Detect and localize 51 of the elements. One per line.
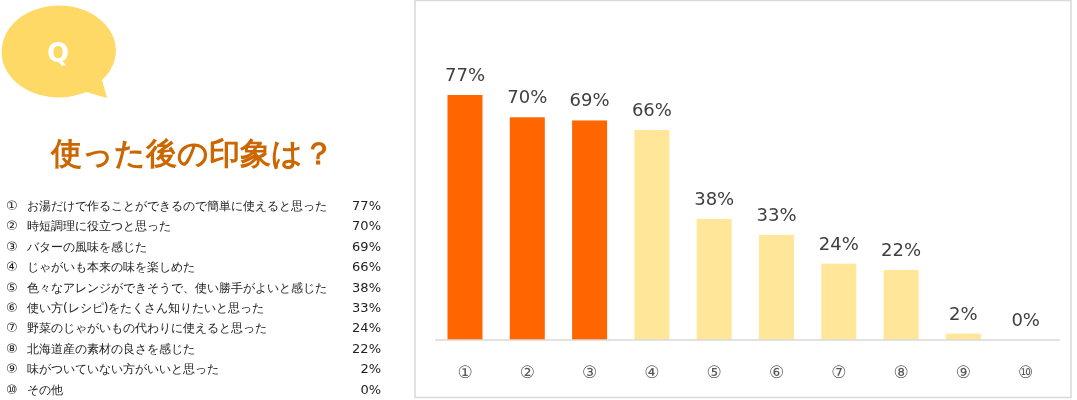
x-tick-label: ⑦ — [831, 362, 847, 382]
text: 使った後の印象は？ — [49, 135, 334, 171]
data-label: 24% — [818, 232, 859, 254]
data-label: 69% — [569, 89, 610, 111]
category-label: ⑤ — [6, 279, 18, 295]
data-label: 0% — [1011, 309, 1040, 330]
x-tick-label: ② — [519, 362, 535, 382]
text: 70% — [352, 218, 381, 234]
category-label: ④ — [6, 259, 18, 275]
text: 69% — [352, 238, 381, 254]
data-label: 77% — [444, 64, 486, 85]
text: 33% — [352, 300, 381, 315]
category-label: ⑧ — [6, 340, 18, 356]
text: 22% — [352, 340, 381, 356]
text: じゃがいも本来の味を楽しめた — [27, 260, 195, 275]
x-tick-label: ③ — [581, 362, 598, 382]
x-tick-label: ⑩ — [1018, 362, 1034, 382]
text: 味がついていない方がいいと思った — [27, 362, 219, 377]
text: 77% — [352, 198, 381, 213]
category-label: ③ — [6, 238, 18, 254]
data-label: 33% — [756, 204, 797, 225]
text: 色々なアレンジができそうで、使い勝手がよいと感じた — [27, 280, 327, 295]
text: お湯だけで作ることができるので簡単に使えると思った — [27, 199, 327, 213]
category-label: ② — [6, 218, 18, 234]
text: その他 — [27, 382, 63, 397]
x-tick-label: ⑧ — [893, 362, 909, 382]
x-tick-label: ⑨ — [955, 362, 972, 382]
x-tick-label: ⑥ — [768, 362, 785, 382]
text: バターの風味を感じた — [26, 239, 147, 254]
category-label: ⑦ — [6, 320, 18, 336]
x-tick-label: ⑤ — [706, 362, 722, 382]
data-label: 70% — [507, 86, 548, 108]
text: 2% — [360, 361, 381, 377]
x-tick-label: ④ — [644, 362, 660, 382]
category-label: ⑥ — [6, 300, 18, 315]
text: Q — [46, 38, 70, 68]
text: 野菜のじゃがいもの代わりに使えると思った — [27, 321, 267, 336]
text: 使い方(レシピ)をたくさん知りたいと思った — [27, 301, 265, 315]
text: 0% — [360, 381, 381, 397]
data-label: 66% — [631, 99, 672, 120]
category-label: ① — [6, 198, 18, 213]
text: 66% — [352, 259, 381, 275]
text: 北海道産の素材の良さを感じた — [27, 341, 195, 356]
data-label: 22% — [881, 239, 922, 260]
x-tick-label: ① — [457, 362, 473, 382]
category-label: ⑩ — [6, 381, 18, 397]
text: 24% — [352, 320, 381, 336]
data-label: 38% — [694, 188, 735, 210]
text: 時短調理に役立つと思った — [27, 219, 171, 234]
data-label: 2% — [949, 302, 978, 324]
text: 38% — [352, 279, 381, 295]
